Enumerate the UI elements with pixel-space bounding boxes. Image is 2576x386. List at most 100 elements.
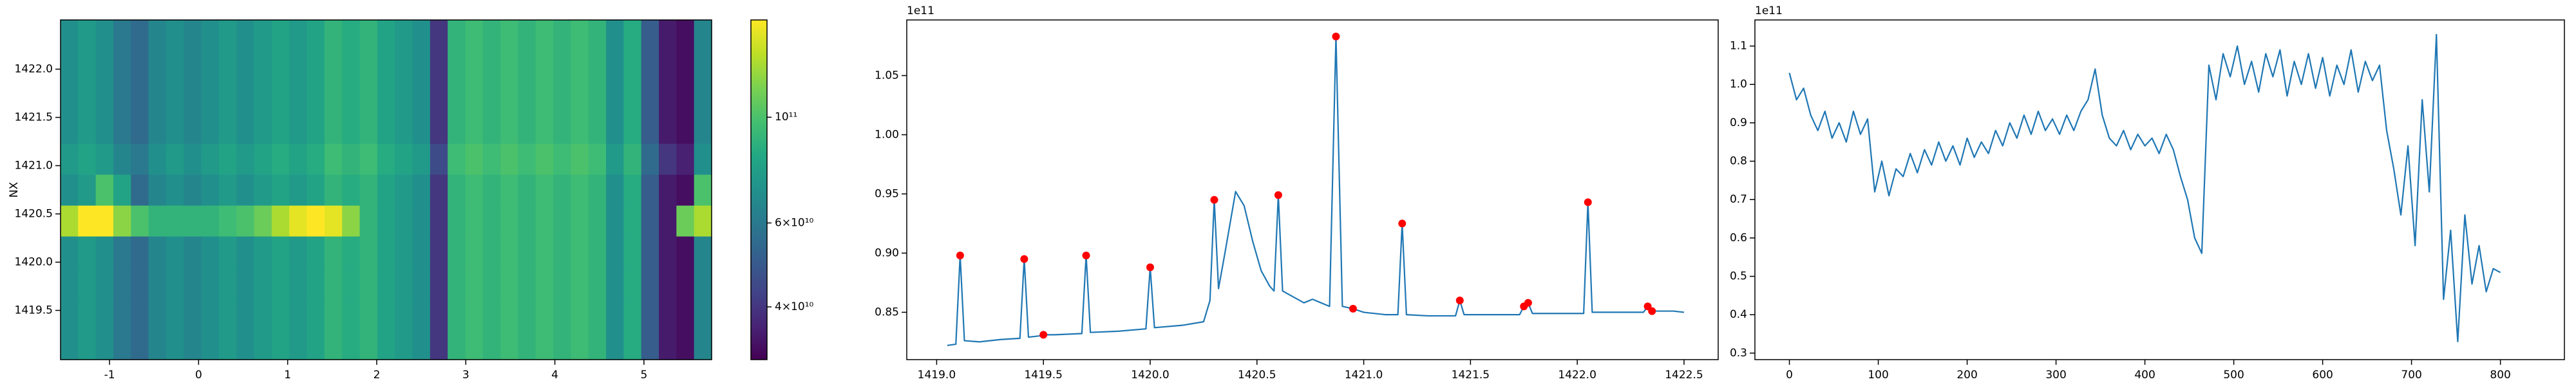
heatmap-cell bbox=[359, 51, 378, 82]
heatmap-cell bbox=[571, 329, 589, 360]
heatmap-cell bbox=[289, 236, 308, 268]
heatmap-cell bbox=[553, 143, 572, 175]
heatmap-cell bbox=[254, 82, 272, 113]
heatmap-cell bbox=[307, 82, 325, 113]
heatmap-cell bbox=[482, 51, 501, 82]
heatmap-cell bbox=[500, 236, 519, 268]
peak-marker bbox=[1648, 307, 1656, 315]
heatmap-cell bbox=[465, 236, 484, 268]
heatmap-cell bbox=[448, 236, 466, 268]
heatmap-cell bbox=[324, 51, 343, 82]
heatmap-cell bbox=[359, 143, 378, 175]
heatmap-cell bbox=[482, 82, 501, 113]
heatmap-cell bbox=[430, 113, 448, 144]
heatmap-cell bbox=[95, 205, 114, 237]
x-tick-label: 2 bbox=[374, 369, 381, 381]
heatmap-cell bbox=[553, 236, 572, 268]
heatmap-cell bbox=[412, 174, 431, 206]
heatmap-cell bbox=[518, 20, 536, 51]
heatmap-cell bbox=[113, 267, 131, 299]
y-tick-label: 0.95 bbox=[875, 187, 899, 200]
heatmap-cell bbox=[342, 298, 361, 329]
x-tick-label: 300 bbox=[2045, 369, 2066, 381]
heatmap-cell bbox=[623, 329, 642, 360]
heatmap-cell bbox=[271, 298, 290, 329]
heatmap-cell bbox=[131, 298, 149, 329]
heatmap-cell bbox=[606, 267, 624, 299]
heatmap-cell bbox=[307, 236, 325, 268]
heatmap-cell bbox=[95, 329, 114, 360]
heatmap-cell bbox=[465, 143, 484, 175]
heatmap-cell bbox=[465, 205, 484, 237]
y-tick-label: 0.7 bbox=[1730, 193, 1747, 206]
heatmap-cell bbox=[324, 20, 343, 51]
heatmap-cell bbox=[78, 82, 97, 113]
heatmap-cell bbox=[395, 329, 413, 360]
heatmap-cell bbox=[553, 205, 572, 237]
heatmap-cell bbox=[271, 82, 290, 113]
heatmap-cell bbox=[412, 113, 431, 144]
heatmap-cell bbox=[148, 236, 167, 268]
x-tick-label: 0 bbox=[1786, 369, 1793, 381]
heatmap-cell bbox=[201, 82, 220, 113]
heatmap-cell bbox=[166, 20, 184, 51]
heatmap-cell bbox=[553, 20, 572, 51]
heatmap-cell bbox=[448, 298, 466, 329]
heatmap-cell bbox=[588, 205, 607, 237]
heatmap-cell bbox=[430, 236, 448, 268]
heatmap-cell bbox=[113, 329, 131, 360]
heatmap-cell bbox=[430, 51, 448, 82]
heatmap-cell bbox=[641, 113, 659, 144]
axes-frame bbox=[60, 19, 712, 360]
heatmap-cell bbox=[641, 236, 659, 268]
heatmap-cell bbox=[61, 20, 79, 51]
heatmap-cell bbox=[359, 82, 378, 113]
heatmap-cell bbox=[606, 20, 624, 51]
heatmap-cell bbox=[218, 174, 237, 206]
heatmap-cell bbox=[61, 51, 79, 82]
heatmap-cell bbox=[377, 113, 395, 144]
heatmap-cell bbox=[571, 205, 589, 237]
heatmap-cell bbox=[342, 236, 361, 268]
heatmap-cell bbox=[448, 82, 466, 113]
heatmap-cell bbox=[395, 174, 413, 206]
heatmap-cell bbox=[500, 298, 519, 329]
peak-marker bbox=[1332, 32, 1340, 41]
heatmap-cell bbox=[131, 174, 149, 206]
heatmap-cell bbox=[553, 174, 572, 206]
heatmap-cell bbox=[201, 236, 220, 268]
heatmap-cell bbox=[201, 205, 220, 237]
heatmap-cell bbox=[465, 267, 484, 299]
heatmap-cell bbox=[218, 82, 237, 113]
offset-label: 1e11 bbox=[1755, 5, 1783, 17]
heatmap-cell bbox=[254, 143, 272, 175]
x-tick-label: 1420.5 bbox=[1238, 369, 1276, 381]
heatmap-cell bbox=[218, 51, 237, 82]
x-tick-label: 1422.5 bbox=[1665, 369, 1703, 381]
heatmap-cell bbox=[166, 143, 184, 175]
y-tick-label: 0.3 bbox=[1730, 347, 1747, 360]
heatmap-cell bbox=[201, 298, 220, 329]
heatmap-cell bbox=[377, 298, 395, 329]
heatmap-cell bbox=[535, 51, 554, 82]
heatmap-cell bbox=[148, 329, 167, 360]
heatmap-cell bbox=[342, 51, 361, 82]
heatmap-cell bbox=[324, 82, 343, 113]
heatmap-cell bbox=[448, 267, 466, 299]
heatmap-cell bbox=[659, 329, 677, 360]
heatmap-cell bbox=[553, 298, 572, 329]
heatmap-cell bbox=[254, 236, 272, 268]
heatmap-cell bbox=[113, 236, 131, 268]
heatmap-cell bbox=[377, 267, 395, 299]
heatmap-cell bbox=[676, 298, 695, 329]
heatmap-cell bbox=[201, 267, 220, 299]
heatmap-cell bbox=[694, 143, 712, 175]
heatmap-cell bbox=[324, 143, 343, 175]
heatmap-cell bbox=[412, 298, 431, 329]
x-tick-label: 1419.0 bbox=[918, 369, 956, 381]
heatmap-cell bbox=[482, 298, 501, 329]
heatmap-cell bbox=[430, 329, 448, 360]
heatmap-cell bbox=[236, 298, 255, 329]
colorbar bbox=[750, 19, 768, 360]
